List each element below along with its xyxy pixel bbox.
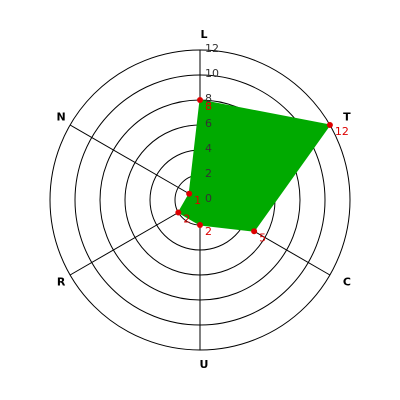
- axis-spoke: [69, 124, 201, 201]
- axis-label: C: [343, 276, 351, 289]
- r-tick-label: 0: [205, 192, 212, 205]
- axis-label: U: [200, 358, 209, 371]
- axis-label: L: [200, 28, 207, 41]
- axis-label: T: [343, 111, 351, 124]
- data-label: 2: [205, 225, 212, 238]
- data-point: [326, 122, 333, 128]
- data-label: 5: [259, 231, 266, 244]
- data-label: 12: [335, 125, 349, 138]
- axis-label: N: [56, 111, 65, 124]
- data-point: [175, 209, 182, 216]
- data-point: [197, 97, 203, 103]
- data-label: 1: [194, 194, 201, 207]
- data-point: [251, 228, 258, 235]
- data-point: [197, 222, 203, 228]
- data-point: [186, 190, 193, 197]
- r-tick-label: 2: [205, 167, 212, 180]
- r-tick-label: 12: [205, 42, 219, 55]
- axis-label: R: [57, 276, 66, 289]
- r-tick-label: 8: [205, 92, 212, 105]
- r-tick-label: 10: [205, 67, 219, 80]
- r-tick-label: 6: [205, 117, 212, 130]
- radar-area: [177, 99, 331, 232]
- r-tick-label: 4: [205, 142, 212, 155]
- data-label: 2: [183, 213, 190, 226]
- data-label: 8: [205, 100, 212, 113]
